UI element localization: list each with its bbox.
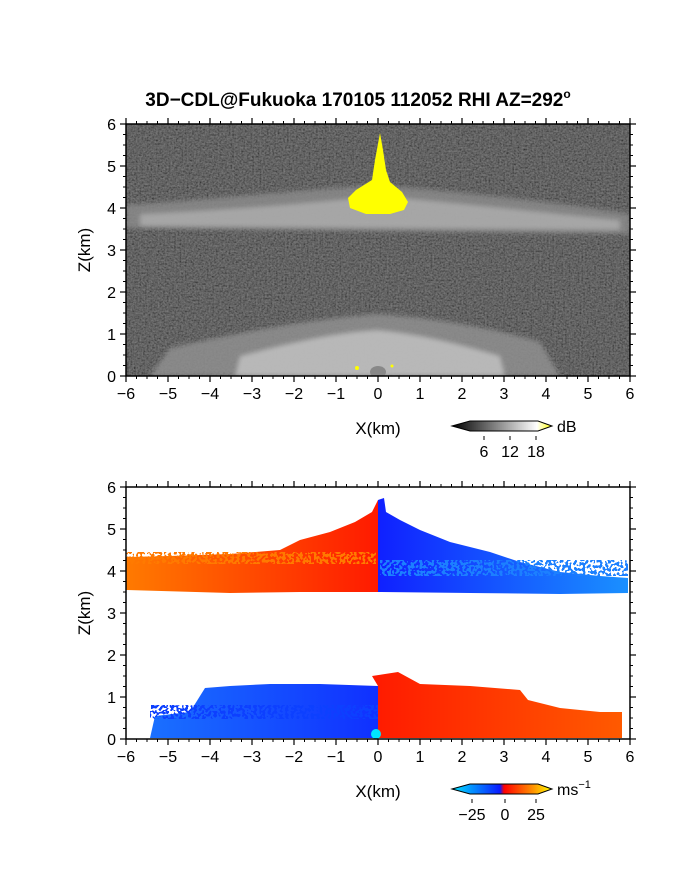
- intensity-ytick-label: 0: [107, 369, 116, 386]
- velocity-xtick-label: 0: [374, 749, 383, 766]
- intensity-colorbar-bar: [450, 420, 554, 432]
- intensity-xtick-label: −1: [327, 386, 345, 403]
- velocity-xtick-label: 2: [458, 749, 467, 766]
- intensity-ylabel: Z(km): [75, 228, 94, 272]
- intensity-image: [126, 124, 630, 376]
- velocity-ytick-label: 3: [107, 606, 116, 623]
- velocity-axes: −6 −5 −4 −3 −2 −1 0 1 2 3 4 5 6 0 1 2 3 4 5 6: [107, 480, 636, 766]
- intensity-xtick-label: 5: [584, 386, 593, 403]
- intensity-xtick-label: −4: [201, 386, 219, 403]
- chart-title: 3D−CDL@Fukuoka 170105 112052 RHI AZ=292o: [145, 87, 570, 111]
- velocity-xtick-label: 5: [584, 749, 593, 766]
- saturated-echo: [348, 133, 408, 214]
- intensity-ytick-label: 5: [107, 159, 116, 176]
- velocity-ytick-label: 0: [107, 732, 116, 749]
- velocity-xtick-label: 4: [542, 749, 551, 766]
- velocity-xtick-label: −4: [201, 749, 219, 766]
- velocity-xtick-label: −6: [117, 749, 135, 766]
- intensity-xtick-label: −5: [159, 386, 177, 403]
- intensity-colorbar-tick-label: 6: [480, 444, 489, 461]
- velocity-xtick-label: 1: [416, 749, 425, 766]
- velocity-ytick-label: 2: [107, 648, 116, 665]
- intensity-ytick-label: 4: [107, 201, 116, 218]
- velocity-colorbar-unit: ms−1: [557, 779, 591, 799]
- velocity-ylabel: Z(km): [75, 591, 94, 635]
- intensity-xtick-label: 1: [416, 386, 425, 403]
- intensity-xtick-label: −6: [117, 386, 135, 403]
- velocity-ytick-label: 4: [107, 564, 116, 581]
- velocity-unit-text: ms: [557, 782, 578, 799]
- intensity-xtick-label: 4: [542, 386, 551, 403]
- intensity-ytick-label: 2: [107, 285, 116, 302]
- velocity-unit-superscript: −1: [578, 779, 591, 791]
- velocity-xtick-label: −2: [285, 749, 303, 766]
- velocity-xtick-label: −1: [327, 749, 345, 766]
- panel-velocity: −6 −5 −4 −3 −2 −1 0 1 2 3 4 5 6 0 1 2 3 4 5 6 X(km) Z(km) m…: [75, 480, 636, 824]
- intensity-colorbar-ticks: 6 12 18: [480, 436, 545, 461]
- velocity-upper-right: [378, 498, 628, 594]
- intensity-axes: −6 −5 −4 −3 −2 −1 0 1 2 3 4 5 6 0 1 2 3 4 5 6: [107, 117, 636, 403]
- intensity-xtick-label: 2: [458, 386, 467, 403]
- title-superscript: o: [563, 87, 570, 101]
- intensity-colorbar-unit: dB: [557, 419, 577, 436]
- velocity-xlabel: X(km): [355, 782, 400, 801]
- velocity-ytick-label: 1: [107, 690, 116, 707]
- intensity-xtick-label: −2: [285, 386, 303, 403]
- intensity-ytick-label: 1: [107, 327, 116, 344]
- velocity-xtick-label: −3: [243, 749, 261, 766]
- intensity-colorbar: dB 6 12 18: [450, 419, 577, 461]
- intensity-xtick-label: 0: [374, 386, 383, 403]
- intensity-xtick-label: −3: [243, 386, 261, 403]
- velocity-upper-left: [126, 500, 378, 593]
- intensity-colorbar-tick-label: 18: [527, 444, 545, 461]
- velocity-colorbar-bar: [450, 783, 554, 795]
- velocity-image: [126, 498, 628, 739]
- velocity-colorbar-tick-label: −25: [458, 807, 485, 824]
- velocity-colorbar-tick-label: 25: [527, 807, 545, 824]
- velocity-xtick-label: 3: [500, 749, 509, 766]
- intensity-xtick-label: 3: [500, 386, 509, 403]
- intensity-ytick-label: 6: [107, 117, 116, 134]
- intensity-xtick-label: 6: [626, 386, 635, 403]
- velocity-ytick-label: 5: [107, 522, 116, 539]
- velocity-ytick-label: 6: [107, 480, 116, 497]
- velocity-xtick-label: 6: [626, 749, 635, 766]
- intensity-xlabel: X(km): [355, 419, 400, 438]
- velocity-xtick-label: −5: [159, 749, 177, 766]
- velocity-colorbar-ticks: −25 0 25: [458, 799, 545, 824]
- title-text: 3D−CDL@Fukuoka 170105 112052 RHI AZ=292: [145, 90, 563, 111]
- velocity-lower-right: [372, 672, 622, 738]
- velocity-colorbar-tick-label: 0: [501, 807, 510, 824]
- intensity-ytick-label: 3: [107, 243, 116, 260]
- intensity-colorbar-tick-label: 12: [501, 444, 519, 461]
- velocity-colorbar: ms−1 −25 0 25: [450, 779, 591, 824]
